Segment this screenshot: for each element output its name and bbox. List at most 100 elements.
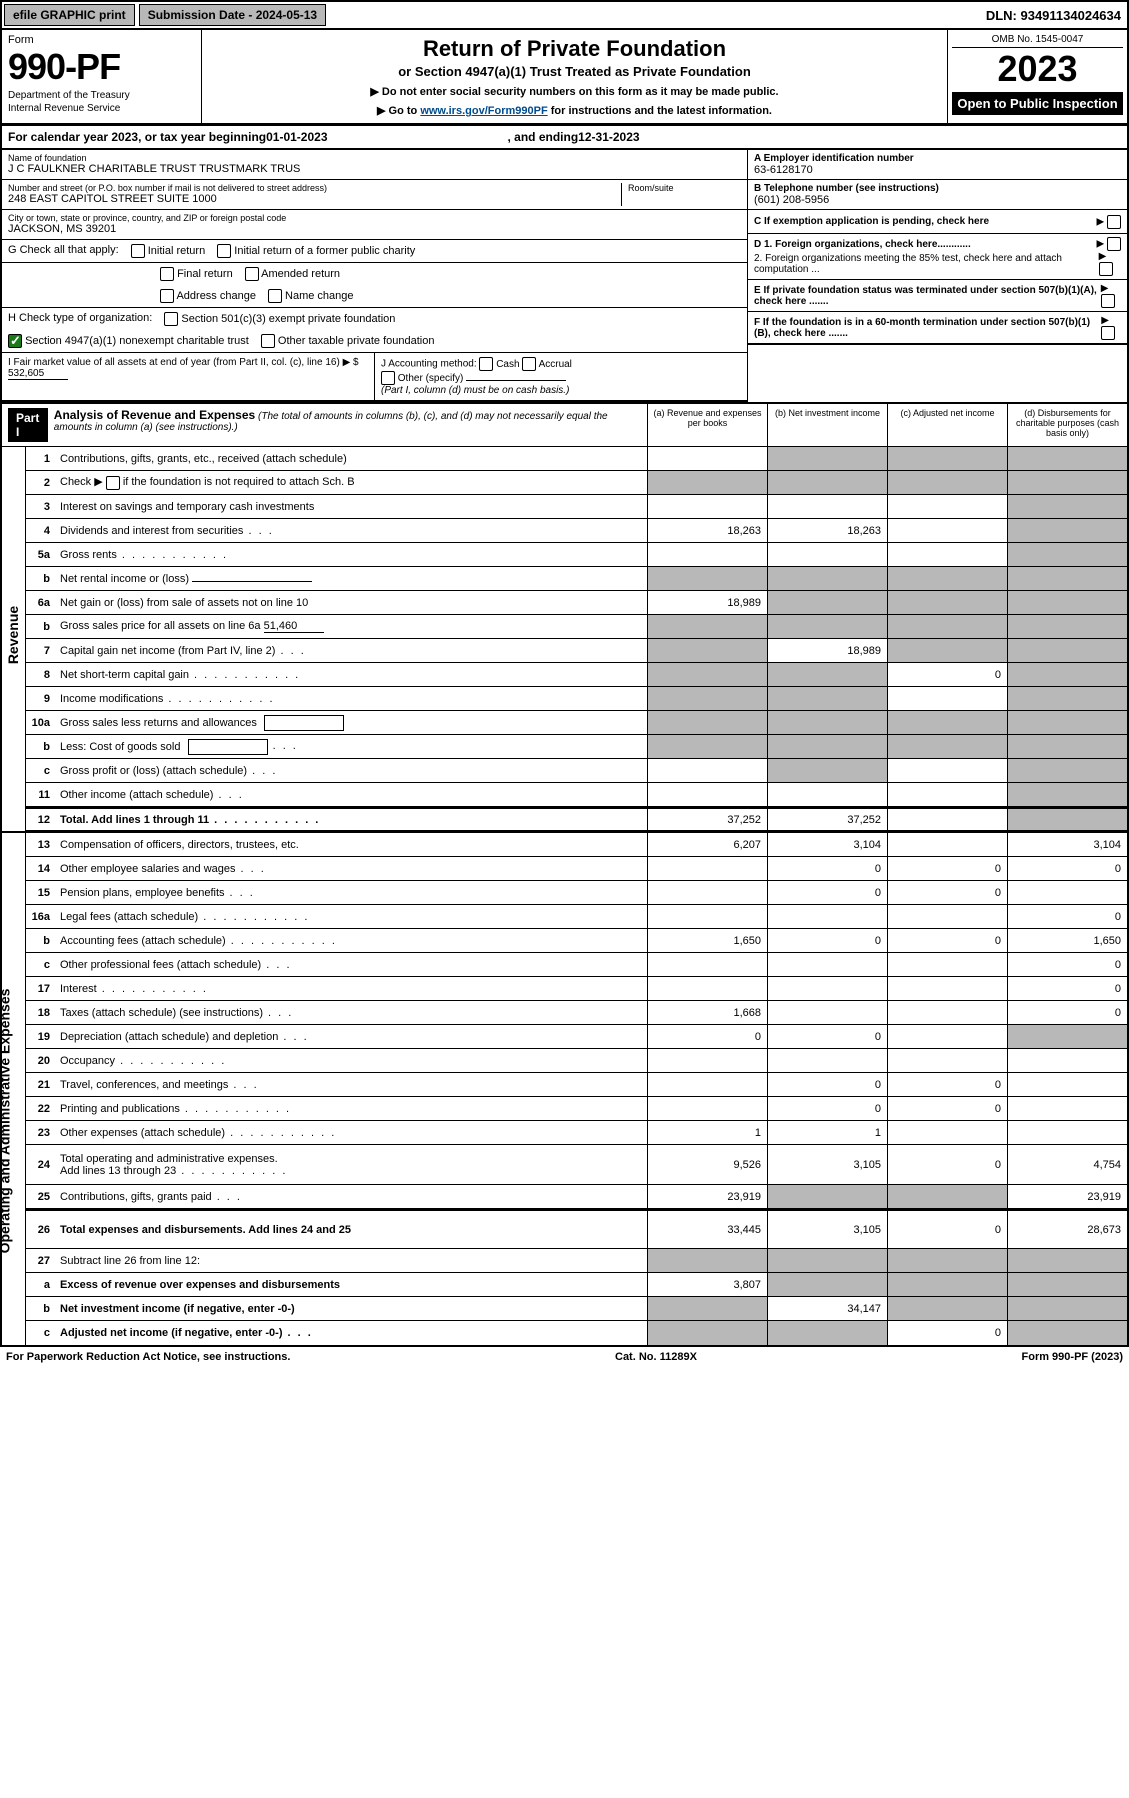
row-27b: bNet investment income (if negative, ent… — [26, 1297, 1127, 1321]
r1-desc: Contributions, gifts, grants, etc., rece… — [56, 450, 647, 468]
r16b-d: 1,650 — [1007, 929, 1127, 952]
r2-desc: Check ▶ if the foundation is not require… — [56, 472, 647, 492]
row-5b: bNet rental income or (loss) — [26, 567, 1127, 591]
top-bar: efile GRAPHIC print Submission Date - 20… — [0, 0, 1129, 30]
r13-desc: Compensation of officers, directors, tru… — [56, 836, 647, 854]
r22-desc: Printing and publications — [56, 1100, 647, 1118]
phone-label: B Telephone number (see instructions) — [754, 183, 1121, 194]
r14-desc: Other employee salaries and wages — [56, 860, 647, 878]
addr-label: Number and street (or P.O. box number if… — [8, 183, 621, 193]
r14-b: 0 — [767, 857, 887, 880]
r17-d: 0 — [1007, 977, 1127, 1000]
c-label: C If exemption application is pending, c… — [754, 216, 989, 227]
ein: 63-6128170 — [754, 164, 1121, 176]
col-b-header: (b) Net investment income — [767, 404, 887, 446]
street-address: 248 EAST CAPITOL STREET SUITE 1000 — [8, 193, 621, 205]
accrual-checkbox[interactable] — [522, 357, 536, 371]
i-j-row: I Fair market value of all assets at end… — [2, 353, 747, 402]
other-method-checkbox[interactable] — [381, 371, 395, 385]
r16b-desc: Accounting fees (attach schedule) — [56, 932, 647, 950]
r9-desc: Income modifications — [56, 690, 647, 708]
row-26: 26Total expenses and disbursements. Add … — [26, 1209, 1127, 1249]
r26-b: 3,105 — [767, 1211, 887, 1248]
form-word: Form — [8, 34, 195, 46]
sch-b-checkbox[interactable] — [106, 476, 120, 490]
tax-year: 2023 — [952, 48, 1123, 90]
r14-c: 0 — [887, 857, 1007, 880]
r15-c: 0 — [887, 881, 1007, 904]
form990pf-link[interactable]: www.irs.gov/Form990PF — [420, 105, 547, 117]
r21-b: 0 — [767, 1073, 887, 1096]
row-6b: bGross sales price for all assets on lin… — [26, 615, 1127, 639]
row-11: 11Other income (attach schedule) — [26, 783, 1127, 807]
row-14: 14Other employee salaries and wages 000 — [26, 857, 1127, 881]
other-taxable-checkbox[interactable] — [261, 334, 275, 348]
cash-checkbox[interactable] — [479, 357, 493, 371]
501c3-checkbox[interactable] — [164, 312, 178, 326]
r6b-desc: Gross sales price for all assets on line… — [56, 617, 647, 636]
cal-year-pre: For calendar year 2023, or tax year begi… — [8, 130, 266, 144]
r21-desc: Travel, conferences, and meetings — [56, 1076, 647, 1094]
r15-desc: Pension plans, employee benefits — [56, 884, 647, 902]
row-9: 9Income modifications — [26, 687, 1127, 711]
initial-return-label: Initial return — [148, 245, 205, 257]
initial-former-checkbox[interactable] — [217, 244, 231, 258]
calendar-year-row: For calendar year 2023, or tax year begi… — [0, 125, 1129, 150]
507b1a-checkbox[interactable] — [1101, 294, 1115, 308]
r27-desc: Subtract line 26 from line 12: — [56, 1252, 647, 1270]
r8-c: 0 — [887, 663, 1007, 686]
r16a-d: 0 — [1007, 905, 1127, 928]
4947-checkbox[interactable] — [8, 334, 22, 348]
revenue-side-label: Revenue — [2, 447, 26, 831]
e-row: E If private foundation status was termi… — [748, 280, 1127, 312]
initial-return-checkbox[interactable] — [131, 244, 145, 258]
r5a-desc: Gross rents — [56, 546, 647, 564]
room-label: Room/suite — [628, 183, 741, 193]
r6b-val: 51,460 — [264, 620, 324, 633]
r27b-desc: Net investment income (if negative, ente… — [56, 1300, 647, 1318]
85pct-test-checkbox[interactable] — [1099, 262, 1113, 276]
row-27a: aExcess of revenue over expenses and dis… — [26, 1273, 1127, 1297]
part1-table: Revenue 1Contributions, gifts, grants, e… — [0, 447, 1129, 833]
h-label: H Check type of organization: — [8, 312, 152, 326]
r19-a: 0 — [647, 1025, 767, 1048]
row-7: 7Capital gain net income (from Part IV, … — [26, 639, 1127, 663]
other-taxable-label: Other taxable private foundation — [278, 335, 435, 347]
h-check-row2: Section 4947(a)(1) nonexempt charitable … — [2, 330, 747, 353]
row-1: 1Contributions, gifts, grants, etc., rec… — [26, 447, 1127, 471]
col-c-header: (c) Adjusted net income — [887, 404, 1007, 446]
col-a-header: (a) Revenue and expenses per books — [647, 404, 767, 446]
r7-desc: Capital gain net income (from Part IV, l… — [56, 642, 647, 660]
row-12: 12Total. Add lines 1 through 11 37,25237… — [26, 807, 1127, 831]
paperwork-notice: For Paperwork Reduction Act Notice, see … — [6, 1351, 290, 1363]
final-return-checkbox[interactable] — [160, 267, 174, 281]
address-change-checkbox[interactable] — [160, 289, 174, 303]
r24-desc: Total operating and administrative expen… — [56, 1150, 647, 1180]
exemption-pending-checkbox[interactable] — [1107, 215, 1121, 229]
r27c-c: 0 — [887, 1321, 1007, 1345]
header-left: Form 990-PF Department of the Treasury I… — [2, 30, 202, 123]
r10b-desc: Less: Cost of goods sold — [56, 736, 647, 758]
amended-return-checkbox[interactable] — [245, 267, 259, 281]
r18-desc: Taxes (attach schedule) (see instruction… — [56, 1004, 647, 1022]
entity-left: Name of foundation J C FAULKNER CHARITAB… — [2, 150, 747, 402]
r27c-desc: Adjusted net income (if negative, enter … — [56, 1324, 647, 1342]
dln: DLN: 93491134024634 — [986, 8, 1127, 23]
fmv-value: 532,605 — [8, 368, 68, 380]
4947-label: Section 4947(a)(1) nonexempt charitable … — [25, 335, 249, 347]
row-2: 2Check ▶ if the foundation is not requir… — [26, 471, 1127, 495]
r11-desc: Other income (attach schedule) — [56, 786, 647, 804]
r25-d: 23,919 — [1007, 1185, 1127, 1208]
i-block: I Fair market value of all assets at end… — [2, 353, 375, 400]
expenses-label: Operating and Administrative Expenses — [0, 989, 12, 1254]
city-label: City or town, state or province, country… — [8, 213, 741, 223]
r3-desc: Interest on savings and temporary cash i… — [56, 498, 647, 516]
foreign-org-checkbox[interactable] — [1107, 237, 1121, 251]
e-label: E If private foundation status was termi… — [754, 285, 1101, 307]
r25-a: 23,919 — [647, 1185, 767, 1208]
efile-print-button[interactable]: efile GRAPHIC print — [4, 4, 135, 26]
507b1b-checkbox[interactable] — [1101, 326, 1115, 340]
goto-pre: ▶ Go to — [377, 105, 420, 117]
part1-label: Part I — [8, 408, 48, 442]
name-change-checkbox[interactable] — [268, 289, 282, 303]
